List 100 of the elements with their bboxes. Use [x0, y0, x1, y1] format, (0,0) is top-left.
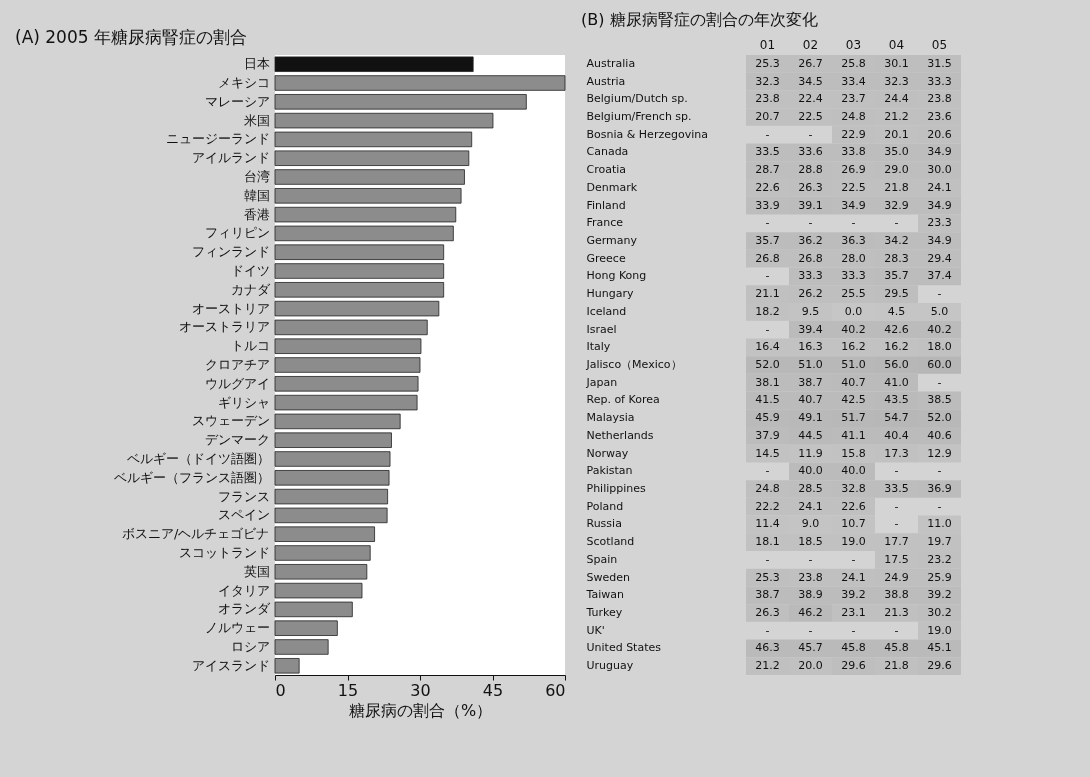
- data-label: 29.4: [927, 251, 952, 265]
- data-label: 34.9: [927, 234, 952, 247]
- y-tick-label: スコットランド: [178, 544, 270, 560]
- data-label: 23.7: [841, 92, 866, 106]
- data-label: 24.4: [884, 92, 909, 106]
- data-label: 25.5: [841, 287, 866, 301]
- y-tick-label: Uruguay: [586, 659, 634, 673]
- data-label: 0.0: [844, 304, 863, 318]
- data-label: 24.1: [927, 180, 952, 194]
- data-label: 22.5: [841, 180, 866, 194]
- data-label: 24.8: [841, 110, 866, 123]
- y-tick-label: オーストリア: [191, 300, 270, 316]
- data-label: 11.4: [755, 517, 780, 531]
- text: -: [808, 623, 813, 637]
- y-tick-label: ベルギー（ドイツ語圏）: [126, 451, 270, 466]
- data-label: 9.5: [801, 304, 820, 318]
- data-label: 41.0: [884, 375, 909, 389]
- data-label: 45.9: [755, 411, 780, 425]
- data-label: 46.3: [755, 641, 780, 655]
- data-label: 32.3: [884, 74, 909, 88]
- data-label: 40.7: [841, 375, 866, 389]
- data-label: 14.5: [755, 446, 780, 460]
- x-tick-label: 01: [759, 37, 776, 52]
- y-tick-label: 韓国: [243, 187, 270, 203]
- data-label: 20.0: [798, 659, 823, 673]
- data-label: 21.8: [884, 180, 909, 194]
- data-label: 35.7: [755, 234, 780, 247]
- text: -: [765, 269, 770, 283]
- x-tick-label: 02: [802, 37, 819, 52]
- data-label: 35.0: [884, 145, 909, 159]
- data-label: 10.7: [841, 517, 866, 531]
- y-tick-label: クロアチア: [204, 357, 270, 372]
- x-tick-label: 15: [337, 680, 359, 700]
- text: -: [894, 517, 899, 531]
- data-label: 40.2: [927, 322, 952, 336]
- x-tick-label: 0: [275, 680, 286, 700]
- y-tick-label: 英国: [243, 563, 270, 579]
- data-label: 40.0: [798, 464, 823, 478]
- data-label: 33.3: [798, 269, 823, 283]
- y-tick-label: スペイン: [217, 507, 270, 523]
- data-label: 34.9: [927, 145, 952, 159]
- y-tick-label: Taiwan: [585, 588, 624, 602]
- data-label: 18.1: [755, 535, 780, 549]
- data-label: 28.7: [755, 163, 780, 177]
- data-label: 49.1: [798, 411, 823, 425]
- y-tick-label: ギリシャ: [217, 394, 270, 410]
- data-label: 16.3: [798, 340, 823, 354]
- y-tick-label: Denmark: [586, 180, 638, 194]
- y-tick-label: Italy: [586, 340, 611, 354]
- y-tick-label: Austria: [586, 74, 626, 88]
- data-label: 38.7: [755, 588, 780, 602]
- y-tick-label: 香港: [243, 206, 270, 222]
- text: -: [937, 499, 942, 513]
- data-label: 23.1: [841, 606, 866, 619]
- data-label: 21.1: [755, 287, 780, 301]
- data-label: 18.0: [927, 340, 952, 354]
- y-tick-label: Australia: [586, 56, 636, 70]
- data-label: 20.1: [884, 127, 909, 141]
- data-label: 20.6: [927, 127, 952, 141]
- text: -: [894, 216, 899, 230]
- text: -: [765, 623, 770, 637]
- text: -: [808, 127, 813, 141]
- data-label: 26.3: [798, 180, 823, 194]
- x-tick-label: 05: [931, 37, 948, 52]
- data-label: 40.0: [841, 464, 866, 478]
- text: -: [937, 287, 942, 301]
- data-label: 23.3: [927, 216, 952, 230]
- data-label: 26.8: [798, 251, 823, 265]
- y-tick-label: Belgium/Dutch sp.: [586, 92, 688, 106]
- data-label: 60.0: [927, 358, 952, 371]
- data-label: 11.9: [798, 446, 823, 460]
- text: -: [765, 552, 770, 566]
- data-label: 39.1: [798, 198, 823, 212]
- data-label: 17.5: [884, 552, 909, 566]
- data-label: 29.0: [884, 163, 909, 177]
- y-tick-label: トルコ: [230, 338, 270, 354]
- data-label: 33.3: [841, 269, 866, 283]
- y-tick-label: アイルランド: [191, 150, 270, 166]
- y-tick-label: Croatia: [586, 163, 627, 177]
- y-tick-label: オーストラリア: [178, 319, 270, 335]
- data-label: 15.8: [841, 446, 866, 460]
- x-tick-label: 03: [845, 37, 862, 52]
- text: -: [808, 552, 813, 566]
- data-label: 28.3: [884, 251, 909, 265]
- data-label: 28.0: [841, 251, 866, 265]
- data-label: 33.4: [841, 74, 866, 88]
- data-label: 17.7: [884, 535, 909, 549]
- data-label: 42.5: [841, 393, 866, 407]
- data-label: 37.9: [755, 428, 780, 442]
- data-label: 22.2: [755, 499, 780, 513]
- data-label: 25.9: [927, 570, 952, 584]
- data-label: 17.3: [884, 446, 909, 460]
- data-label: 51.7: [841, 411, 866, 425]
- data-label: 41.1: [841, 428, 866, 442]
- data-label: 31.5: [927, 56, 952, 70]
- y-tick-label: ロシア: [230, 638, 270, 654]
- data-label: 22.6: [841, 499, 866, 513]
- data-label: 51.0: [798, 358, 823, 371]
- y-tick-label: Belgium/French sp.: [586, 110, 692, 123]
- y-tick-label: スウェーデン: [191, 413, 270, 429]
